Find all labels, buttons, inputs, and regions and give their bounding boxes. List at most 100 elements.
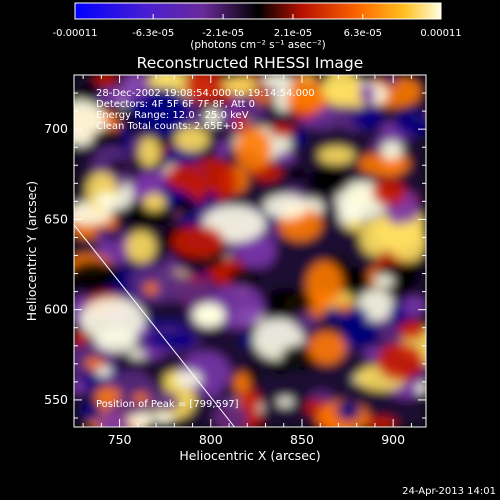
heatmap-blob (395, 261, 424, 273)
heatmap-blob (269, 123, 297, 138)
heatmap-blob (74, 378, 87, 395)
heatmap-blob (173, 198, 196, 216)
annotation-block: 28-Dec-2002 19:08:54.000 to 19:14:54.000… (96, 88, 315, 132)
heatmap-blob (74, 260, 120, 291)
heatmap-blob (204, 191, 217, 206)
heatmap-blob (174, 126, 210, 152)
heatmap-blob (143, 282, 158, 295)
heatmap-blob (415, 382, 426, 394)
heatmap-blob (261, 75, 294, 89)
x-tick-label: 750 (108, 432, 132, 447)
axis-ticks: 750 800 850 900 550 600 650 700 (44, 75, 426, 447)
heatmap-blob (237, 99, 263, 113)
heatmap-blob (322, 305, 369, 324)
heatmap-blob (80, 297, 146, 342)
heatmap-blob (143, 193, 166, 211)
heatmap-blob (290, 128, 307, 148)
heatmap-blob (74, 330, 90, 345)
heatmap-blob (235, 127, 272, 172)
heatmap-blob (401, 296, 426, 317)
heatmap-blob (395, 109, 426, 136)
heatmap-blob (240, 331, 254, 349)
y-tick-label: 550 (44, 392, 68, 407)
heatmap-blob (374, 274, 395, 288)
heatmap-blob (138, 136, 160, 167)
heatmap-blob (276, 151, 296, 164)
heatmap-blob (126, 230, 156, 263)
annotation-energy-range: Energy Range: 12.0 - 25.0 keV (96, 110, 249, 121)
heatmap-blob (100, 371, 160, 416)
heatmap-blob (289, 166, 305, 181)
heatmap-blob (323, 75, 360, 108)
y-axis-label: Heliocentric Y (arcsec) (24, 181, 39, 321)
heatmap-blob (229, 268, 261, 289)
y-tick-label: 650 (44, 211, 68, 226)
heatmap-blob (80, 401, 102, 422)
heatmap-blob (273, 85, 293, 112)
heatmap-blob (346, 219, 363, 232)
heatmap-blob (387, 222, 426, 262)
colorbar-tick-label: -0.00011 (53, 28, 98, 39)
heatmap-blob (264, 287, 313, 319)
heatmap-blob (215, 139, 231, 159)
colorbar-ticks: -0.00011 -6.3e-05 -2.1e-05 2.1e-05 6.3e-05 0.… (53, 14, 462, 39)
heatmap-blob (222, 75, 258, 95)
plot-area: 750 800 850 900 550 600 650 700 (44, 74, 427, 447)
colorbar-gradient (74, 2, 442, 20)
heatmap-blob (160, 274, 195, 302)
heatmap-blob (246, 364, 261, 385)
heatmap-blob (144, 332, 184, 349)
annotation-time-range: 28-Dec-2002 19:08:54.000 to 19:14:54.000 (96, 88, 315, 99)
heatmap-blob (165, 163, 204, 191)
heatmap-blob (364, 416, 398, 427)
heatmap-blob (253, 93, 273, 104)
plot-frame (73, 74, 427, 428)
heatmap-blob (286, 87, 329, 113)
peak-blob (192, 303, 225, 328)
heatmap-blob (398, 320, 426, 340)
heatmap-blob (219, 107, 239, 122)
colorbar-unit-label: (photons cm⁻² s⁻¹ asec⁻²) (190, 39, 325, 51)
heatmap-blob (233, 372, 251, 394)
colorbar: -0.00011 -6.3e-05 -2.1e-05 2.1e-05 6.3e-05 0.… (53, 2, 462, 51)
heatmap-blob (336, 301, 352, 312)
x-tick-label: 800 (199, 432, 223, 447)
heatmap-blob (302, 75, 314, 82)
chart-title: Reconstructed RHESSI Image (137, 54, 364, 72)
heatmap-image (74, 75, 426, 427)
heatmap-blob (94, 386, 121, 406)
heatmap-blob (236, 235, 276, 269)
heatmap-blob (84, 357, 105, 371)
heatmap-blob (108, 159, 130, 173)
colorbar-tick-label: -2.1e-05 (202, 28, 244, 39)
heatmap-blob (307, 331, 346, 365)
heatmap-blob (348, 98, 366, 108)
heatmap-blob (358, 84, 376, 102)
peak-position-label: Position of Peak = [799,597] (96, 399, 239, 410)
heatmap-blob (108, 231, 121, 242)
heatmap-blob (372, 178, 406, 206)
heatmap-blob (135, 93, 191, 138)
annotation-detectors: Detectors: 4F 5F 6F 7F 8F, Att 0 (96, 99, 255, 110)
heatmap-blob (233, 115, 249, 133)
colorbar-tick-label: 2.1e-05 (274, 28, 312, 39)
colorbar-tick-label: -6.3e-05 (132, 28, 174, 39)
heatmap-blob (93, 75, 118, 87)
heatmap-blob (171, 225, 225, 258)
heatmap-blob (308, 165, 350, 196)
solar-limb-line (74, 224, 235, 427)
x-tick-label: 850 (290, 432, 314, 447)
heatmap-blob (315, 116, 336, 131)
heatmap-blob (175, 370, 202, 388)
heatmap-blob (263, 194, 309, 219)
colorbar-tick-label: 6.3e-05 (344, 28, 382, 39)
heatmap-blob (185, 75, 228, 104)
colorbar-tick-label: 0.00011 (420, 28, 461, 39)
x-axis-label: Heliocentric X (arcsec) (179, 448, 320, 463)
heatmap-blob (318, 146, 355, 165)
heatmap-blob (91, 128, 125, 151)
heatmap-blob (336, 401, 361, 421)
y-tick-label: 600 (44, 302, 68, 317)
heatmap-blob (276, 397, 294, 407)
